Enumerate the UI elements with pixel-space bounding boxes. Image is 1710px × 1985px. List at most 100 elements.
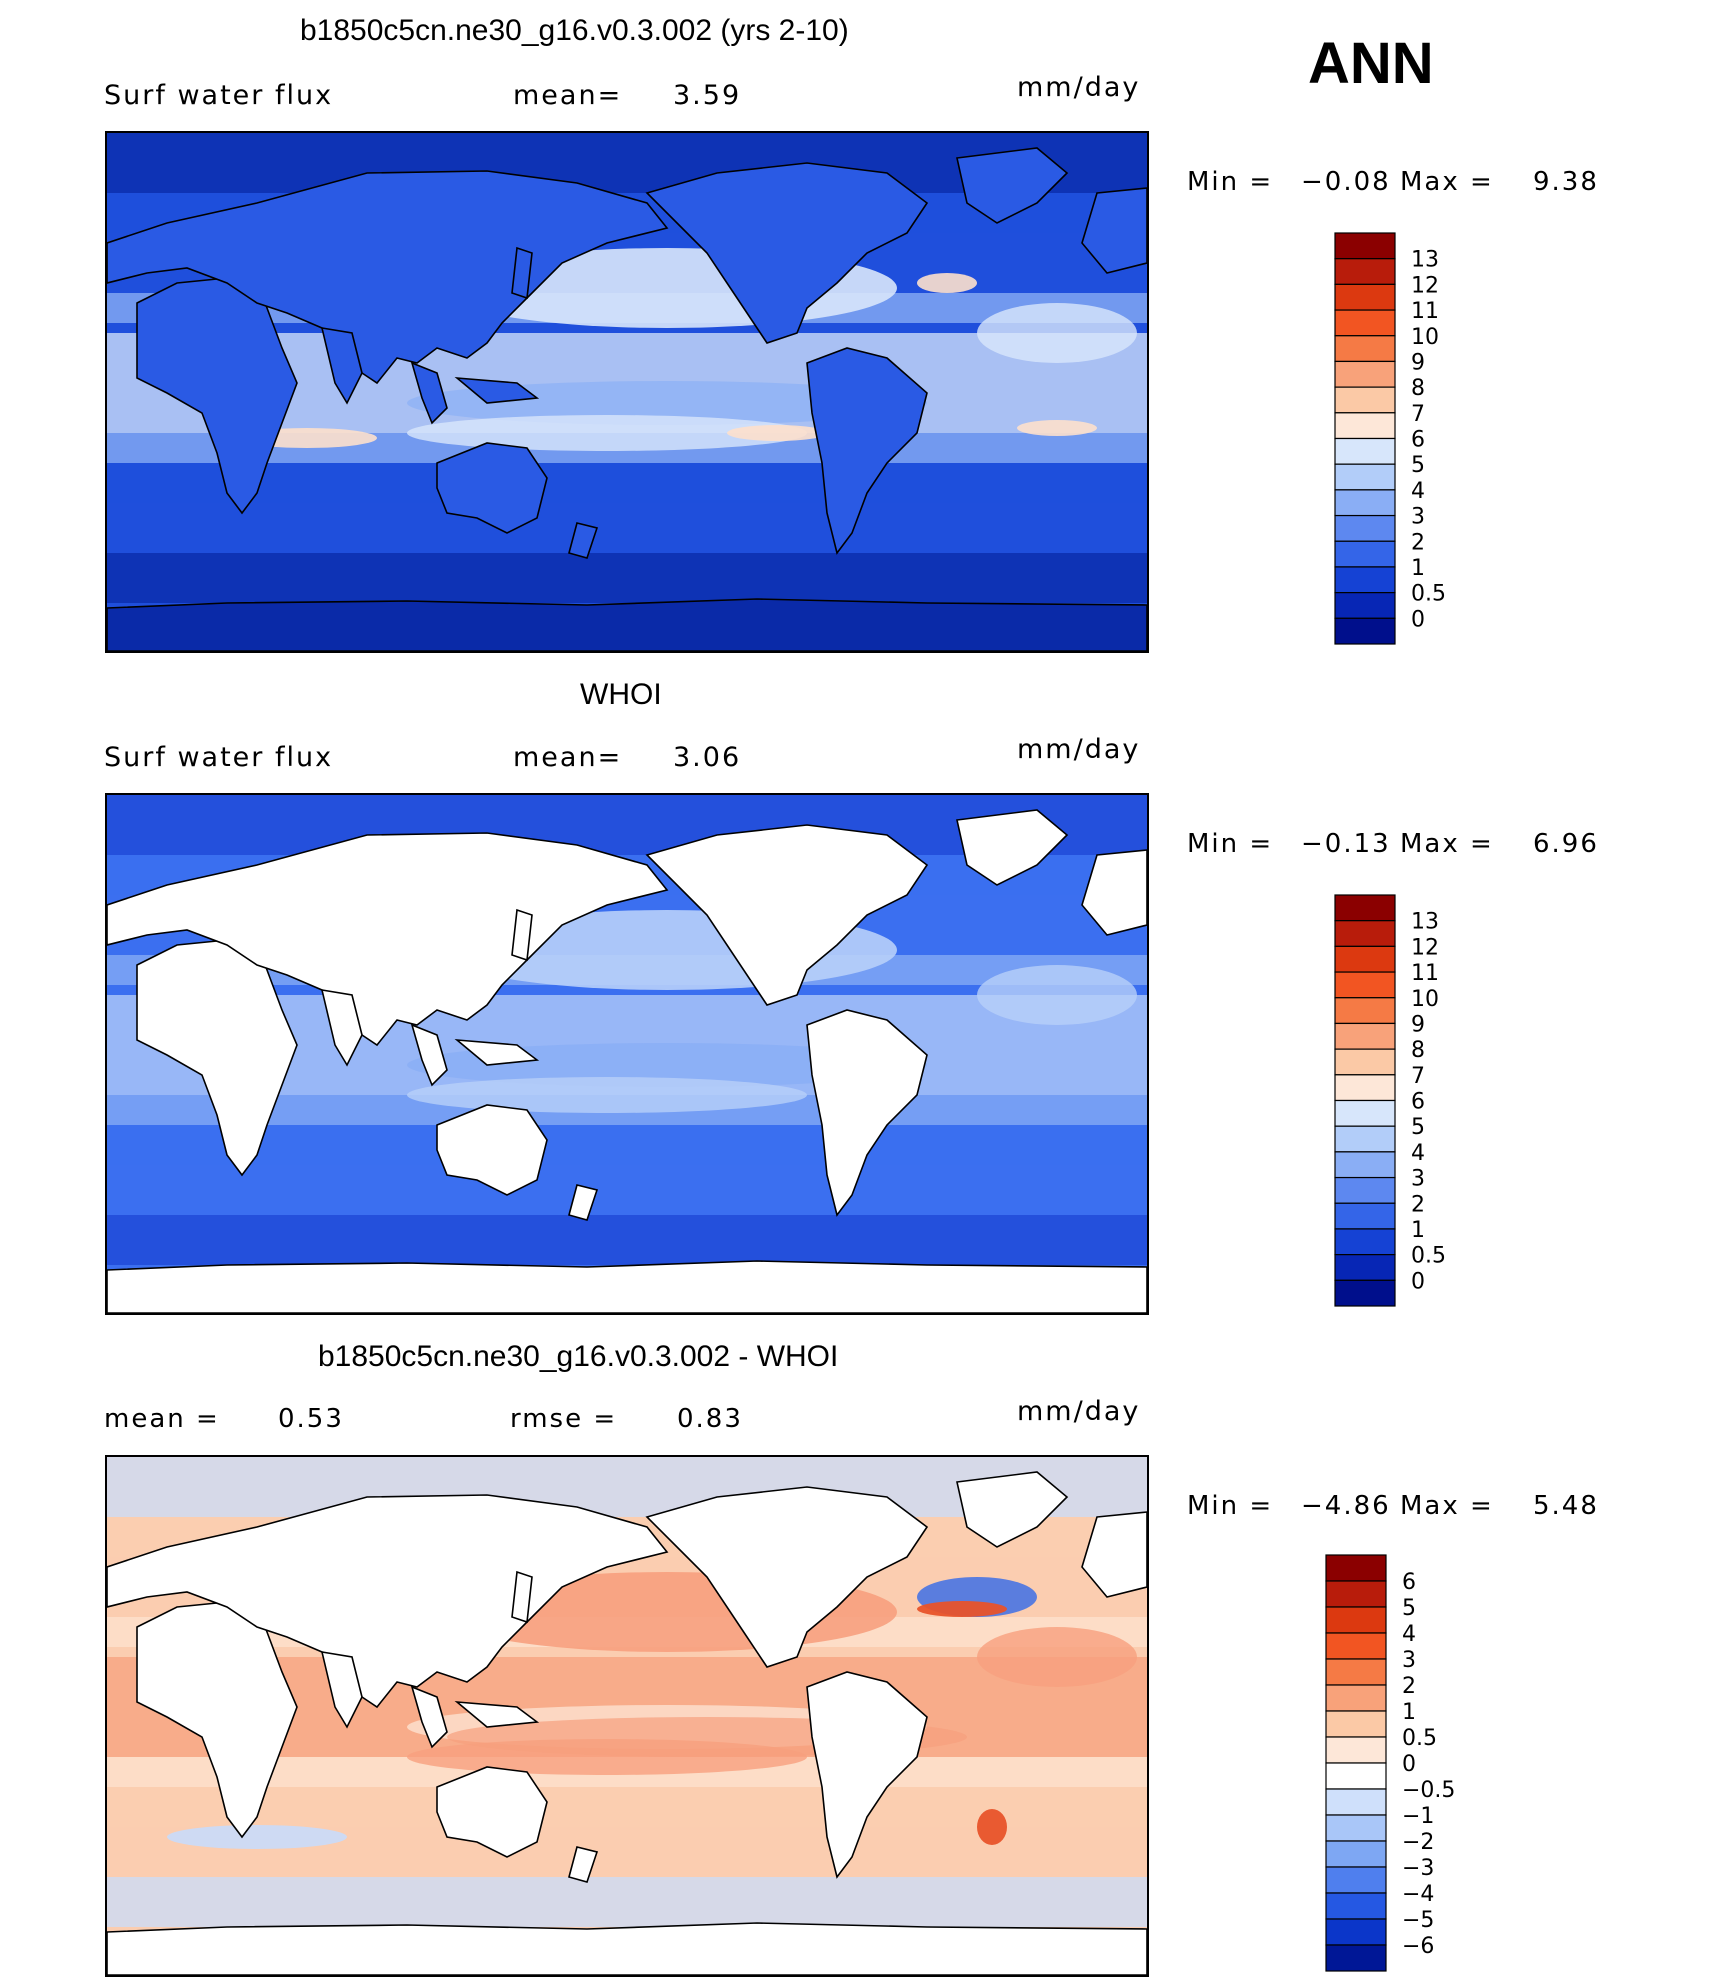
colorbar-tick-label: 5	[1411, 1115, 1425, 1140]
panel-3-max-label: Max =	[1400, 1491, 1494, 1521]
colorbar-swatch	[1325, 1814, 1387, 1842]
colorbar-swatch	[1334, 412, 1396, 440]
colorbar-tick-label: 7	[1411, 402, 1425, 427]
colorbar-swatch	[1325, 1762, 1387, 1790]
colorbar-tick-label: 0	[1411, 607, 1425, 632]
colorbar-tick-label: 7	[1411, 1064, 1425, 1089]
landmass-namerica	[645, 162, 929, 344]
landmass-india	[320, 989, 363, 1067]
colorbar-swatch	[1334, 232, 1396, 260]
panel-3-mean-label: mean =	[104, 1404, 220, 1434]
colorbar-tick-label: 4	[1411, 479, 1425, 504]
contour-region	[407, 381, 927, 425]
colorbar-swatch	[1334, 997, 1396, 1025]
landmass-india	[320, 327, 363, 405]
panel-2-map	[105, 793, 1149, 1315]
colorbar-swatch	[1325, 1710, 1387, 1738]
colorbar-swatch	[1334, 463, 1396, 491]
colorbar-tick-label: 10	[1411, 325, 1439, 350]
colorbar-swatch	[1334, 1022, 1396, 1050]
contour-region	[1017, 420, 1097, 436]
colorbar-tick-label: 5	[1402, 1596, 1416, 1621]
panel-2-map-field	[107, 795, 1147, 1313]
colorbar-tick-label: 4	[1411, 1141, 1425, 1166]
latitude-band	[107, 553, 1147, 603]
colorbar-tick-label: 2	[1411, 530, 1425, 555]
colorbar-swatch	[1325, 1736, 1387, 1764]
panel-2-mean-value: 3.06	[673, 742, 742, 773]
colorbar-swatch	[1325, 1892, 1387, 1920]
landmass-samerica	[806, 1009, 928, 1217]
landmass-australia	[436, 1104, 548, 1196]
colorbar-swatch	[1334, 617, 1396, 645]
panel-2-max-value: 6.96	[1533, 829, 1599, 859]
colorbar-tick-label: 13	[1411, 910, 1439, 935]
colorbar-tick-label: 13	[1411, 248, 1439, 273]
colorbar-swatch	[1334, 592, 1396, 619]
contour-region	[977, 303, 1137, 363]
latitude-band	[107, 1215, 1147, 1265]
colorbar-swatch	[1334, 335, 1396, 363]
contour-region	[727, 425, 827, 441]
landmass-eurasia	[107, 170, 669, 385]
colorbar-tick-label: 6	[1402, 1570, 1416, 1595]
colorbar-swatch	[1325, 1788, 1387, 1816]
latitude-band	[107, 463, 1147, 503]
colorbar-tick-label: 3	[1411, 1167, 1425, 1192]
colorbar-swatch	[1334, 540, 1396, 568]
contour-region	[167, 1825, 347, 1849]
landmass-antarctica	[107, 1922, 1147, 1975]
contour-region	[917, 1601, 1007, 1617]
season-label: ANN	[1308, 31, 1434, 96]
landmass-japan	[511, 246, 533, 300]
landmass-namerica	[645, 1486, 929, 1668]
colorbar-tick-label: −0.5	[1402, 1778, 1455, 1803]
colorbar-swatch	[1334, 920, 1396, 947]
landmass-greenland	[956, 147, 1069, 224]
landmass-australia	[436, 442, 548, 534]
colorbar-swatch	[1334, 1074, 1396, 1102]
colorbar-swatch	[1325, 1606, 1387, 1634]
panel-2-title: WHOI	[580, 678, 662, 711]
latitude-band	[107, 1877, 1147, 1927]
contour-region	[977, 1627, 1137, 1687]
contour-region	[917, 273, 977, 293]
panel-3-map	[105, 1455, 1149, 1977]
colorbar-swatch	[1334, 283, 1396, 311]
colorbar-tick-label: −3	[1402, 1856, 1434, 1881]
colorbar-tick-label: 3	[1411, 505, 1425, 530]
panel-2-min-label: Min =	[1187, 829, 1274, 859]
colorbar-tick-label: 0	[1411, 1269, 1425, 1294]
colorbar-swatch	[1334, 360, 1396, 388]
landmass-seasia	[410, 1685, 448, 1749]
colorbar-swatch	[1334, 1176, 1396, 1204]
panel-3-colorbar: 6 5 4 3 2 1 0.5 0 −0.5 −1 −2 −3 −4 −5 −6	[1325, 1554, 1455, 1972]
colorbar-tick-label: −2	[1402, 1830, 1434, 1855]
panel-3-min-label: Min =	[1187, 1491, 1274, 1521]
colorbar-tick-label: 9	[1411, 350, 1425, 375]
colorbar-tick-label: 11	[1411, 299, 1439, 324]
panel-2-units: mm/day	[1017, 734, 1141, 765]
landmass-japan	[511, 1570, 533, 1624]
colorbar-tick-label: −6	[1402, 1934, 1434, 1959]
colorbar-tick-label: 4	[1402, 1622, 1416, 1647]
landmass-antarctica	[107, 1260, 1147, 1313]
colorbar-swatch	[1325, 1554, 1387, 1582]
contour-region	[407, 415, 807, 451]
colorbar-tick-label: 12	[1411, 273, 1439, 298]
panel-3-max-value: 5.48	[1533, 1491, 1599, 1521]
colorbar-tick-label: 1	[1402, 1700, 1416, 1725]
colorbar-swatch	[1334, 489, 1396, 517]
colorbar-swatch	[1334, 1254, 1396, 1281]
panel-1-map-field	[107, 133, 1147, 651]
panel-3-mean-value: 0.53	[278, 1404, 344, 1434]
panel-1-variable-label: Surf water flux	[104, 80, 334, 111]
landmass-samerica	[806, 1671, 928, 1879]
colorbar-tick-label: 12	[1411, 935, 1439, 960]
colorbar-swatch	[1334, 258, 1396, 285]
colorbar-swatch	[1334, 1048, 1396, 1076]
contour-region	[977, 965, 1137, 1025]
